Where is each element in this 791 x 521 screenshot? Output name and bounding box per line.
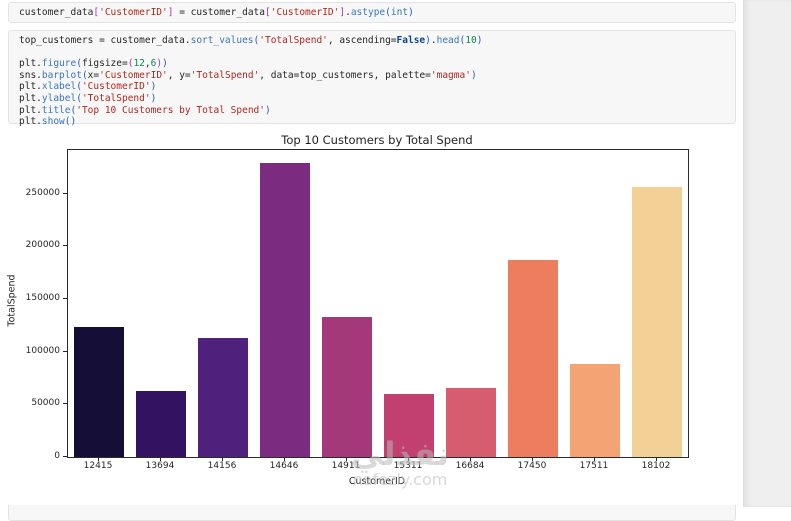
x-tick-label: 18102 (641, 461, 671, 471)
y-tick-label: 100000 (25, 345, 60, 356)
plot-area (67, 149, 689, 458)
x-tick-label: 12415 (83, 461, 113, 471)
x-tick-mark (222, 457, 223, 461)
page-gutter (743, 0, 791, 507)
x-tick-mark (160, 457, 161, 461)
x-tick-mark (656, 457, 657, 461)
x-tick-mark (284, 457, 285, 461)
y-tick-mark (63, 245, 67, 247)
bar-14156 (198, 338, 248, 457)
code-editor: top_customers = customer_data.sort_value… (9, 31, 735, 128)
bar-16684 (446, 388, 496, 457)
y-tick-label: 150000 (25, 293, 60, 304)
code-line: plt.ylabel('TotalSpend') (19, 92, 157, 104)
x-tick-mark (470, 457, 471, 461)
code-cell-2[interactable]: top_customers = customer_data.sort_value… (8, 30, 736, 127)
code-editor: customer_data['CustomerID'] = customer_d… (9, 3, 735, 19)
y-tick-mark (63, 350, 67, 352)
code-line: top_customers = customer_data.sort_value… (19, 35, 483, 46)
y-tick-label: 0 (54, 451, 60, 461)
x-tick-label: 14911 (331, 461, 361, 471)
bar-13694 (136, 391, 186, 457)
x-tick-label: 14156 (207, 461, 237, 471)
x-tick-mark (408, 457, 409, 461)
x-tick-label: 16684 (455, 461, 485, 471)
x-tick-mark (346, 457, 347, 461)
bar-17511 (570, 364, 620, 457)
code-line: customer_data['CustomerID'] = customer_d… (19, 7, 414, 18)
code-line (19, 506, 735, 518)
x-tick-mark (594, 457, 595, 461)
x-axis-label: CustomerID (348, 476, 406, 487)
y-tick-mark (63, 298, 67, 300)
x-tick-mark (98, 457, 99, 461)
x-tick-label: 17511 (579, 461, 609, 471)
bar-15311 (384, 394, 434, 457)
x-tick-label: 17450 (517, 461, 547, 471)
x-tick-label: 13694 (145, 461, 175, 471)
bar-14911 (322, 317, 372, 457)
bar-17450 (508, 260, 558, 457)
x-tick-label: 15311 (393, 461, 423, 471)
x-tick-label: 14646 (269, 461, 299, 471)
bar-14646 (260, 163, 310, 457)
y-tick-mark (63, 456, 67, 457)
bar-12415 (74, 327, 124, 457)
y-tick-mark (63, 403, 67, 405)
code-line: plt.title('Top 10 Customers by Total Spe… (19, 104, 271, 116)
code-line (19, 47, 735, 59)
bar-18102 (632, 187, 682, 457)
y-tick-label: 50000 (31, 398, 60, 409)
code-line: plt.figure(figsize=(12,6)) (19, 58, 168, 70)
code-line: plt.xlabel('CustomerID') (19, 81, 157, 93)
code-cell-1[interactable]: customer_data['CustomerID'] = customer_d… (8, 2, 736, 23)
code-line: sns.barplot(x='CustomerID', y='TotalSpen… (19, 69, 477, 81)
chart-figure: Top 10 Customers by Total Spend TotalSpe… (0, 127, 744, 505)
chart-title: Top 10 Customers by Total Spend (281, 133, 473, 147)
code-line: plt.show() (19, 116, 77, 128)
x-tick-mark (532, 457, 533, 461)
y-tick-label: 250000 (25, 187, 60, 198)
y-tick-label: 200000 (25, 240, 60, 251)
y-tick-mark (63, 192, 67, 194)
